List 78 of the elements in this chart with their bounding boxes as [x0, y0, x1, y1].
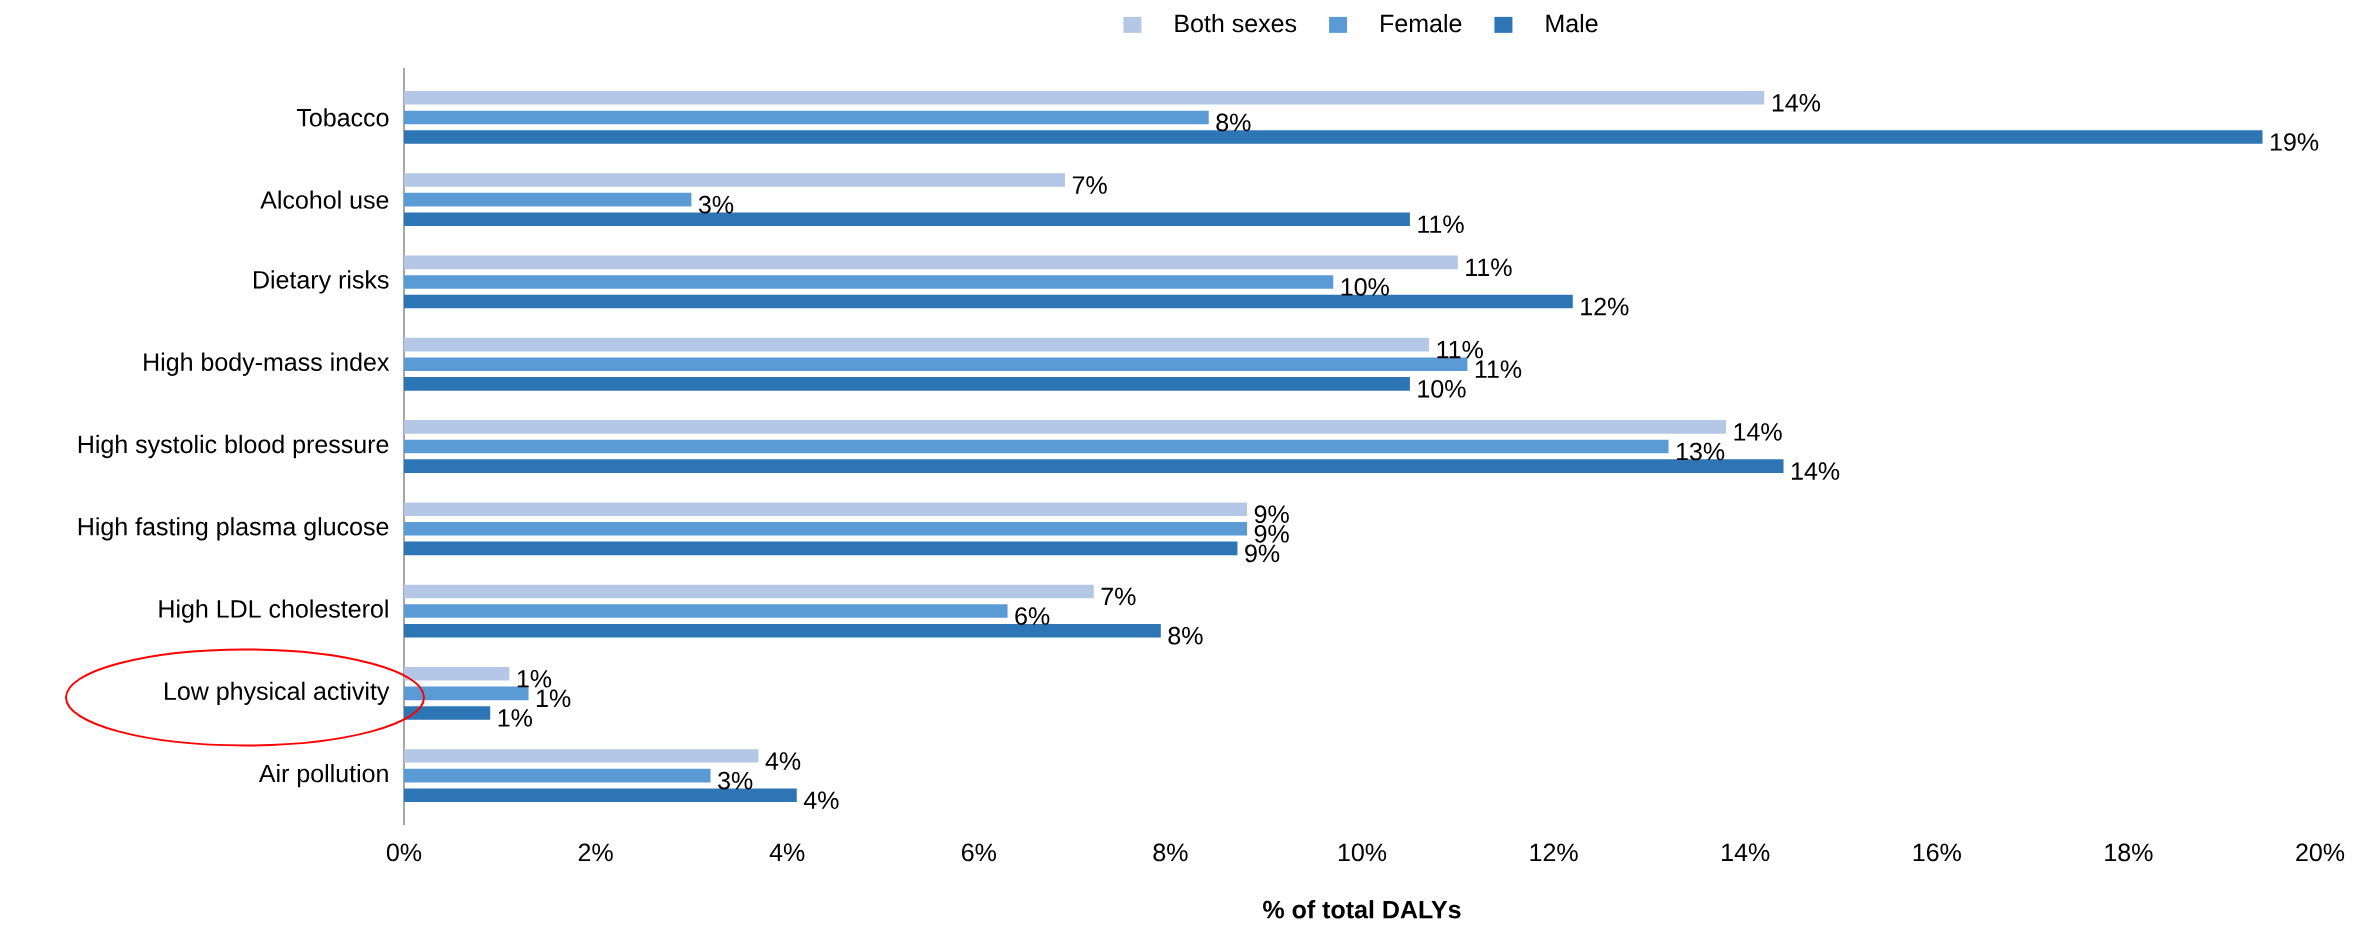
y-tick-label: High LDL cholesterol [159, 599, 388, 623]
bar [404, 459, 1784, 473]
bar [404, 294, 1573, 309]
legend-label: Female [1381, 13, 1462, 33]
bar [404, 502, 1248, 516]
legend-label: Both sexes [1175, 13, 1297, 33]
bar [404, 521, 1248, 536]
bar [404, 788, 797, 803]
bar [404, 420, 1727, 434]
bar [404, 212, 1410, 227]
bar [404, 110, 1209, 125]
data-label: 4% [803, 791, 839, 809]
y-tick-label: Air pollution [258, 763, 388, 788]
legend-label: Male [1546, 13, 1598, 33]
bar [404, 357, 1468, 372]
data-label: 8% [1216, 113, 1251, 132]
x-tick-label: 10% [1338, 843, 1387, 862]
y-tick-label: High systolic blood pressure [78, 434, 389, 459]
bar [404, 173, 1066, 187]
x-tick-label: 8% [1153, 843, 1188, 862]
bar [404, 192, 692, 207]
data-label: 3% [718, 771, 753, 790]
bar [404, 623, 1161, 638]
bar [404, 439, 1669, 454]
y-tick-label: Tobacco [296, 108, 389, 127]
data-label: 3% [698, 195, 734, 214]
data-label: 9% [1254, 524, 1289, 543]
bar [404, 90, 1765, 105]
data-label: 14% [1772, 94, 1821, 112]
bar [404, 541, 1238, 556]
data-label: 1% [498, 709, 532, 727]
x-tick-label: 2% [578, 843, 613, 862]
data-label: 7% [1072, 176, 1107, 194]
data-label: 10% [1341, 278, 1389, 296]
x-tick-label: 12% [1530, 843, 1578, 862]
data-label: 11% [1437, 340, 1483, 359]
y-tick-label: Low physical activity [165, 681, 390, 706]
x-tick-label: 6% [962, 843, 996, 862]
data-label: 11% [1475, 360, 1522, 378]
bar [404, 686, 529, 701]
data-label: 19% [2270, 133, 2319, 151]
bar [404, 768, 711, 783]
data-label: 13% [1677, 442, 1725, 461]
x-tick-label: 18% [2105, 843, 2153, 862]
data-label: 8% [1168, 626, 1203, 645]
data-label: 12% [1581, 297, 1629, 316]
x-tick-label: 0% [386, 843, 422, 862]
data-label: 9% [1254, 505, 1289, 524]
data-label: 1% [536, 689, 571, 708]
data-label: 7% [1101, 587, 1136, 606]
x-tick-label: 14% [1722, 843, 1770, 862]
bar [404, 749, 759, 763]
y-tick-label: Dietary risks [254, 270, 389, 294]
x-axis-title: % of total DALYs [1263, 900, 1461, 919]
data-label: 10% [1418, 379, 1466, 398]
data-label: 1% [517, 670, 552, 688]
data-label: 9% [1245, 544, 1280, 563]
data-label: 11% [1466, 258, 1512, 277]
x-tick-label: 16% [1913, 843, 1961, 862]
bar [404, 275, 1334, 289]
x-tick-label: 4% [769, 843, 805, 862]
y-tick-label: High body-mass index [144, 352, 390, 376]
bar [404, 255, 1458, 270]
bar [404, 706, 491, 720]
bar [404, 666, 510, 681]
data-label: 14% [1734, 423, 1782, 441]
y-tick-label: Alcohol use [260, 190, 389, 209]
data-label: 6% [1015, 607, 1050, 625]
data-label: 14% [1791, 462, 1840, 480]
x-tick-label: 20% [2296, 843, 2345, 862]
data-label: 4% [765, 752, 801, 770]
bar [404, 337, 1430, 352]
bar [404, 604, 1008, 618]
y-tick-label: High fasting plasma glucose [78, 517, 389, 541]
bar [404, 377, 1410, 391]
bar [404, 584, 1094, 599]
bar [404, 130, 2263, 144]
data-label: 11% [1418, 215, 1464, 233]
